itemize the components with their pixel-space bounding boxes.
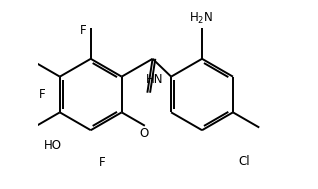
Text: Cl: Cl bbox=[239, 155, 251, 168]
Text: O: O bbox=[140, 127, 149, 140]
Text: H$_2$N: H$_2$N bbox=[190, 11, 214, 26]
Text: HO: HO bbox=[44, 139, 61, 153]
Text: F: F bbox=[99, 156, 106, 169]
Text: F: F bbox=[39, 88, 46, 101]
Text: F: F bbox=[80, 24, 87, 37]
Text: HN: HN bbox=[146, 73, 163, 86]
